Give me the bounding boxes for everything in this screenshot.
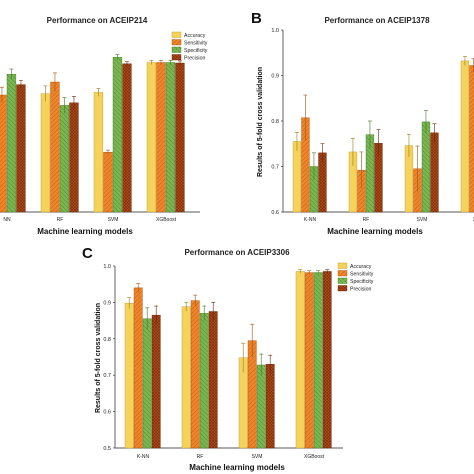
panel-b-plot: 0.6 0.7 0.8 0.9 1.0 K-NN RF SVM XGB bbox=[271, 28, 474, 223]
y-tick-label: 0.6 bbox=[271, 210, 279, 216]
bar-specificity bbox=[313, 272, 323, 449]
category-label: XGBoost bbox=[304, 454, 325, 460]
legend-label: Specificity bbox=[184, 48, 208, 54]
legend-swatch bbox=[171, 54, 182, 61]
bar-precision bbox=[175, 62, 185, 213]
y-tick-label: 0.6 bbox=[103, 410, 111, 416]
bar-accuracy bbox=[295, 271, 305, 449]
bar-precision bbox=[430, 132, 439, 213]
bar-sensitivity bbox=[133, 287, 143, 449]
bar-specificity bbox=[142, 318, 152, 449]
bar-sensitivity bbox=[50, 81, 60, 213]
panel-b: B Performance on ACEIP1378 Machine learn… bbox=[251, 10, 474, 236]
bar-sensitivity bbox=[469, 65, 474, 213]
category-label: K-NN bbox=[304, 217, 317, 223]
legend-swatch bbox=[337, 262, 348, 269]
bar-sensitivity bbox=[103, 151, 113, 213]
bar-specificity bbox=[421, 121, 431, 213]
panel-c-title: Performance on ACEIP3306 bbox=[184, 248, 290, 257]
category-label: RF bbox=[197, 454, 204, 460]
legend-label: Sensitivity bbox=[184, 40, 208, 46]
panel-a: Performance on ACEIP214 Machine learning… bbox=[0, 16, 208, 236]
panel-c: C Performance on ACEIP3306 Machine learn… bbox=[82, 245, 374, 472]
panel-b-ylabel: Results of 5-fold cross validation bbox=[257, 67, 264, 177]
y-tick-label: 0.7 bbox=[271, 165, 279, 171]
bar-precision bbox=[69, 102, 79, 213]
legend-label: Precision bbox=[184, 55, 205, 61]
bar-specificity bbox=[59, 105, 70, 213]
bar-accuracy bbox=[146, 62, 157, 213]
bar-sensitivity bbox=[304, 272, 314, 449]
panel-b-label: B bbox=[251, 10, 262, 27]
bar-accuracy bbox=[460, 60, 470, 213]
panel-b-title: Performance on ACEIP1378 bbox=[324, 16, 430, 25]
panel-c-ylabel: Results of 5-fold cross validation bbox=[95, 303, 102, 413]
bar-specificity bbox=[112, 57, 123, 213]
bar-accuracy bbox=[40, 93, 51, 213]
legend-swatch bbox=[171, 46, 182, 53]
category-label: K-NN bbox=[137, 454, 150, 460]
bar-sensitivity bbox=[0, 94, 7, 213]
category-label: XGBoost bbox=[156, 217, 177, 223]
panel-c-xlabel: Machine learning models bbox=[189, 463, 285, 472]
bar-accuracy bbox=[124, 302, 134, 449]
bar-specificity bbox=[256, 364, 266, 449]
category-label: RF bbox=[363, 217, 370, 223]
legend-label: Sensitivity bbox=[350, 271, 374, 277]
legend-label: Accuracy bbox=[184, 33, 206, 39]
panel-c-plot: 0.5 0.6 0.7 0.8 0.9 1.0 K-NN RF SVM XGBoost Accura… bbox=[103, 262, 374, 460]
bar-precision bbox=[265, 364, 275, 449]
legend-label: Accuracy bbox=[350, 264, 372, 270]
panel-a-title: Performance on ACEIP214 bbox=[47, 16, 148, 25]
bar-accuracy bbox=[181, 306, 191, 449]
legend-swatch bbox=[337, 285, 348, 292]
panel-a-xlabel: Machine learning models bbox=[37, 227, 133, 236]
bar-accuracy bbox=[292, 141, 302, 213]
legend-swatch bbox=[337, 270, 348, 277]
panel-b-xlabel: Machine learning models bbox=[327, 227, 423, 236]
bar-specificity bbox=[6, 73, 17, 213]
legend-label: Specificity bbox=[350, 279, 374, 285]
category-label: SVM bbox=[252, 454, 263, 460]
category-label: SVM bbox=[108, 217, 119, 223]
bar-specificity bbox=[165, 62, 176, 213]
bar-specificity bbox=[199, 313, 209, 449]
bar-precision bbox=[208, 311, 218, 449]
legend-label: Precision bbox=[350, 286, 371, 292]
y-tick-label: 0.9 bbox=[103, 300, 111, 306]
bar-precision bbox=[151, 314, 161, 449]
y-tick-label: 0.5 bbox=[103, 446, 111, 452]
panel-c-label: C bbox=[82, 245, 93, 262]
legend-swatch bbox=[171, 39, 182, 46]
y-tick-label: 0.8 bbox=[271, 119, 279, 125]
category-label: NN bbox=[3, 217, 11, 223]
legend-swatch bbox=[171, 31, 182, 38]
bar-sensitivity bbox=[190, 300, 200, 449]
bar-sensitivity bbox=[156, 62, 166, 213]
bar-precision bbox=[16, 84, 26, 213]
bar-accuracy bbox=[93, 92, 104, 213]
category-label: XGB bbox=[473, 217, 474, 223]
bar-precision bbox=[122, 63, 132, 213]
y-tick-label: 0.7 bbox=[103, 373, 111, 379]
y-tick-label: 0.9 bbox=[271, 74, 279, 80]
y-tick-label: 1.0 bbox=[271, 28, 279, 34]
legend-swatch bbox=[337, 277, 348, 284]
category-label: SVM bbox=[417, 217, 428, 223]
bar-precision bbox=[322, 271, 332, 449]
category-label: RF bbox=[57, 217, 64, 223]
y-tick-label: 0.8 bbox=[103, 337, 111, 343]
y-tick-label: 1.0 bbox=[103, 264, 111, 270]
